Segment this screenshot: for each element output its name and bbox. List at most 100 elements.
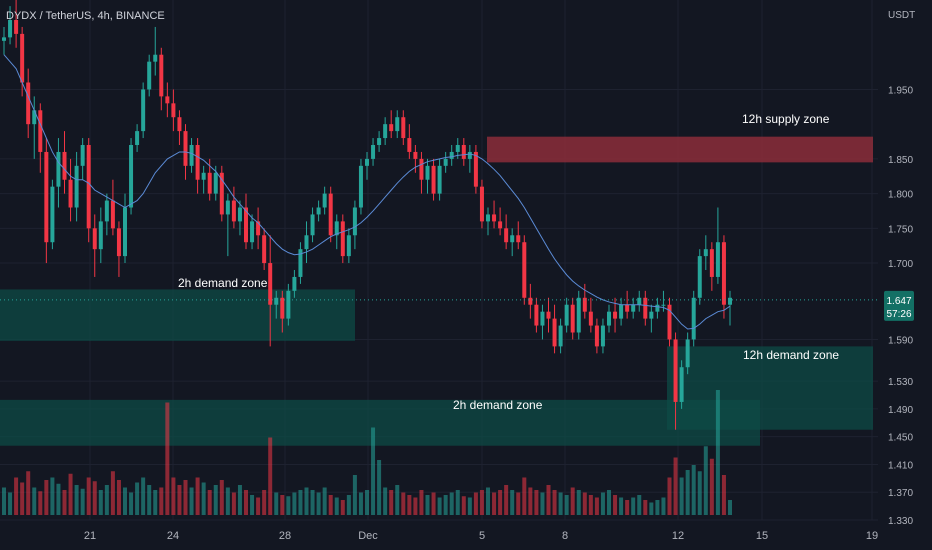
candle	[14, 0, 19, 48]
volume-bar	[8, 492, 13, 515]
x-tick-label: 28	[279, 530, 291, 542]
volume-bar	[147, 485, 152, 515]
candle	[679, 360, 684, 409]
zones-layer	[0, 136, 873, 446]
candle	[667, 297, 672, 347]
candle	[649, 304, 654, 333]
candle-body	[721, 242, 726, 305]
candle	[201, 165, 206, 194]
candle-body	[691, 297, 696, 340]
candle	[607, 304, 611, 333]
candle-body	[516, 235, 521, 243]
volume-bar	[540, 492, 545, 515]
volume-bar	[183, 480, 188, 515]
time-axis[interactable]: 21 24 28 Dec 5 8 12 15 19	[84, 530, 878, 542]
volume-bar	[50, 477, 55, 515]
volume-bar	[383, 487, 388, 515]
candle	[371, 138, 376, 166]
volume-bar	[516, 492, 521, 515]
candle-body	[600, 325, 605, 347]
volume-bar	[189, 487, 194, 515]
candle	[637, 290, 642, 312]
volume-bar	[365, 490, 369, 515]
volume-bar	[80, 488, 85, 515]
candle	[68, 158, 73, 222]
candle	[600, 318, 605, 354]
volume-bar	[104, 485, 109, 515]
candle-body	[262, 235, 267, 264]
candle-body	[703, 249, 708, 257]
volume-bar	[322, 487, 327, 515]
candle	[443, 151, 448, 173]
candle	[558, 318, 563, 354]
candle	[280, 290, 285, 333]
volume-bar	[231, 492, 236, 515]
candle-body	[135, 131, 140, 145]
y-tick-label: 1.410	[888, 460, 913, 471]
volume-bar	[165, 402, 170, 515]
volume-bar	[92, 481, 97, 515]
candle-body	[522, 242, 527, 298]
zone-label-supply-12h: 12h supply zone	[742, 112, 830, 126]
volume-bar	[377, 460, 382, 515]
y-tick-label: 1.950	[888, 85, 913, 96]
volume-bar	[407, 495, 412, 515]
volume-bar	[262, 490, 267, 515]
volume-bar	[625, 500, 630, 515]
candle	[219, 165, 224, 222]
candle-body	[564, 304, 569, 326]
candle-body	[8, 20, 13, 38]
candle-body	[358, 165, 363, 208]
candle	[110, 179, 115, 236]
candle	[673, 332, 678, 430]
candle	[377, 131, 382, 152]
price-axis[interactable]: 1.950 1.850 1.800 1.750 1.700 1.590 1.530 1.490…	[888, 85, 913, 527]
volume-bar	[153, 490, 158, 515]
candle	[522, 235, 527, 305]
candle-body	[528, 297, 533, 305]
y-tick-label: 1.370	[888, 488, 913, 499]
volume-bar	[492, 492, 497, 515]
candle	[389, 110, 394, 139]
candle	[38, 103, 43, 173]
candle-body	[183, 131, 188, 166]
symbol-title[interactable]: DYDX / TetherUS, 4h, BINANCE	[6, 10, 165, 22]
x-tick-label: 8	[562, 530, 568, 542]
candle	[619, 297, 624, 326]
volume-bar	[721, 475, 726, 515]
volume-bar	[582, 492, 587, 515]
volume-bar	[32, 487, 37, 515]
volume-bar	[304, 487, 309, 515]
candle-body	[50, 186, 55, 243]
volume-bar	[467, 497, 472, 515]
candle	[141, 82, 146, 139]
candle	[189, 138, 194, 173]
candle-body	[709, 249, 714, 277]
candle	[534, 297, 539, 333]
volume-bar	[371, 427, 376, 515]
candle	[383, 117, 388, 145]
candle	[661, 290, 666, 312]
moving-average-line	[3, 54, 731, 330]
volume-bar	[171, 477, 176, 515]
candle-body	[449, 151, 454, 159]
candle-body	[570, 304, 575, 333]
candle	[274, 290, 279, 319]
candle-body	[165, 96, 170, 104]
volume-bar	[715, 390, 720, 515]
candle-body	[377, 138, 382, 145]
candle-body	[425, 165, 430, 180]
volume-bar	[473, 492, 478, 515]
candle-body	[413, 151, 418, 159]
volume-bar	[129, 492, 134, 515]
candle	[316, 200, 321, 222]
volume-bar	[135, 482, 140, 515]
candle	[449, 145, 454, 166]
volume-bar	[679, 477, 684, 515]
volume-bar	[522, 477, 527, 515]
candle	[104, 193, 109, 236]
volume-bar	[673, 457, 678, 515]
volume-bar	[141, 477, 146, 515]
volume-bar	[201, 482, 206, 515]
